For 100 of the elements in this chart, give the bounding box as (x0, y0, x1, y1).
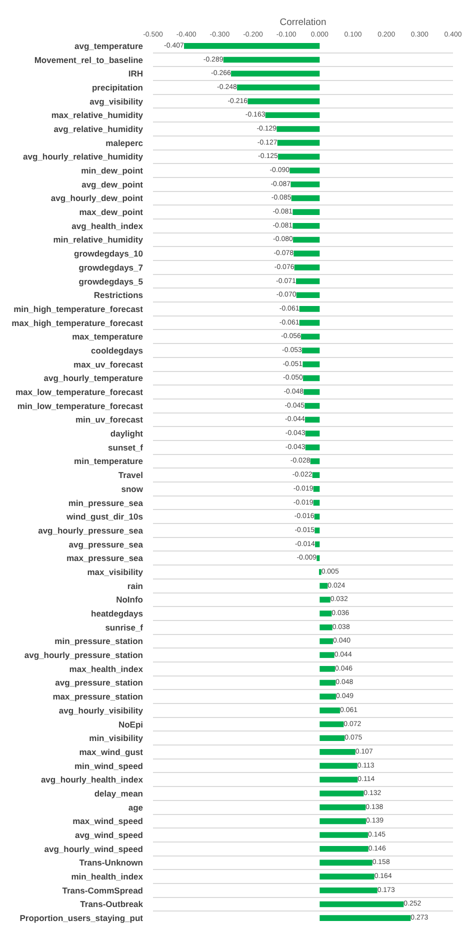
bar (305, 416, 320, 423)
y-tick-label: avg_hourly_pressure_station (24, 650, 143, 660)
bar (276, 126, 320, 132)
y-tick-label: max_wind_gust (79, 746, 144, 757)
bar (290, 168, 320, 174)
bar (294, 264, 320, 270)
y-tick-label: avg_wind_speed (74, 830, 143, 840)
y-tick-label: NoInfo (116, 594, 143, 605)
bar (305, 444, 320, 450)
y-tick-label: avg_health_index (72, 220, 144, 231)
bar (320, 860, 372, 866)
bar (320, 680, 336, 686)
bar (320, 652, 334, 658)
bar (294, 250, 320, 256)
y-tick-label: min_pressure_station (54, 636, 143, 646)
bar (320, 666, 335, 672)
y-tick-label: max_uv_forecast (74, 359, 144, 370)
y-tick-label: min_uv_forecast (75, 414, 144, 425)
y-tick-label: max_visibility (87, 566, 144, 577)
y-tick-label: precipitation (92, 82, 143, 92)
y-tick-label: delay_mean (94, 788, 143, 798)
y-tick-label: growdegdays_10 (74, 248, 144, 259)
y-tick-label: avg_hourly_pressure_sea (38, 525, 144, 536)
bar (320, 901, 404, 908)
y-tick-label: Restrictions (94, 290, 144, 300)
y-tick-label: avg_pressure_sea (68, 539, 144, 550)
y-tick-label: max_pressure_sea (66, 553, 144, 564)
bar (320, 818, 366, 824)
y-tick-label: sunrise_f (105, 622, 144, 632)
y-tick-label: Travel (118, 470, 143, 480)
bar (296, 278, 320, 284)
bar (299, 306, 320, 312)
bar (292, 209, 320, 215)
y-tick-label: avg_hourly_dew_point (50, 193, 144, 204)
bar (313, 486, 320, 492)
bar (303, 375, 320, 382)
bar (320, 596, 330, 603)
bar (265, 112, 320, 118)
bar (304, 402, 320, 409)
bar (320, 749, 356, 755)
y-tick-label: max_relative_humidity (51, 110, 144, 120)
bar (320, 846, 368, 852)
y-tick-label: avg_hourly_visibility (58, 705, 144, 716)
bar (290, 181, 320, 188)
bar (313, 500, 320, 506)
y-tick-label: max_pressure_station (52, 692, 143, 702)
y-tick-label: daylight (110, 428, 144, 439)
y-tick-label: min_temperature (74, 456, 144, 466)
bar (320, 776, 358, 783)
y-tick-label: cooldegdays (91, 345, 144, 356)
y-tick-label: avg_pressure_station (55, 678, 143, 688)
y-tick-label: heatdegdays (91, 608, 144, 618)
bar (320, 708, 340, 714)
bar (277, 140, 320, 146)
bar (293, 236, 320, 243)
y-tick-label: Proportion_users_staying_put (20, 913, 144, 924)
y-tick-label: min_dew_point (81, 165, 144, 176)
y-tick-label: rain (127, 580, 143, 591)
y-tick-label: min_pressure_sea (68, 498, 144, 508)
bar (314, 528, 320, 534)
y-tick-label: growdegdays_5 (78, 276, 144, 286)
y-tick-label: avg_dew_point (82, 179, 144, 190)
y-tick-label: max_health_index (69, 664, 144, 674)
x-axis-title: Correlation (280, 16, 326, 28)
y-tick-label: age (128, 802, 144, 812)
y-tick-label: avg_hourly_wind_speed (44, 844, 143, 854)
bar (310, 458, 320, 464)
y-tick-label: min_high_temperature_forecast (14, 304, 144, 314)
bar (320, 721, 344, 728)
bar (320, 804, 366, 810)
y-tick-label: Movement_rel_to_baseline (34, 54, 144, 65)
y-tick-label: Trans-CommSpread (62, 885, 143, 896)
bar (237, 84, 320, 90)
bar (278, 154, 320, 160)
y-tick-label: min_wind_speed (74, 760, 143, 771)
y-tick-label: max_temperature (72, 332, 144, 342)
bar (320, 694, 336, 700)
bar (320, 915, 411, 921)
bar (292, 222, 320, 229)
y-tick-label: min_low_temperature_forecast (17, 400, 144, 411)
bar (315, 541, 320, 548)
bar (231, 70, 320, 77)
bar (320, 582, 328, 589)
bar (320, 638, 333, 644)
bar (320, 762, 358, 769)
bar (223, 56, 320, 63)
bar (296, 292, 320, 298)
y-tick-label: min_visibility (89, 733, 144, 744)
y-tick-label: min_relative_humidity (53, 234, 144, 245)
bar (304, 389, 320, 395)
bar (320, 790, 364, 796)
y-tick-label: max_high_temperature_forecast (12, 318, 144, 328)
bar (302, 361, 320, 368)
y-tick-label: wind_gust_dir_10s (65, 512, 144, 522)
y-tick-label: avg_hourly_relative_humidity (23, 152, 144, 162)
bar (320, 735, 345, 742)
bar (248, 98, 320, 104)
y-tick-label: snow (121, 484, 144, 494)
bar (291, 195, 320, 202)
bar (320, 887, 378, 894)
